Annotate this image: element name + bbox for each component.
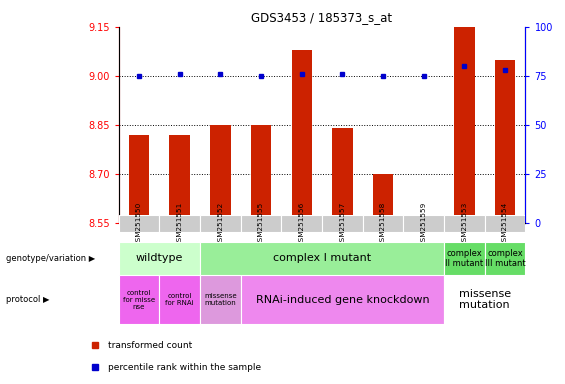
- Text: missense
mutation: missense mutation: [204, 293, 237, 306]
- Text: GSM251554: GSM251554: [502, 202, 508, 246]
- Text: GSM251556: GSM251556: [299, 202, 305, 246]
- Text: RNAi-induced gene knockdown: RNAi-induced gene knockdown: [255, 295, 429, 305]
- Text: GSM251555: GSM251555: [258, 202, 264, 246]
- Text: GSM251559: GSM251559: [421, 202, 427, 246]
- Bar: [119, 215, 159, 232]
- Bar: [373, 174, 393, 223]
- Bar: [170, 134, 190, 223]
- Bar: [444, 215, 485, 232]
- Text: GSM251553: GSM251553: [462, 202, 467, 246]
- Text: GSM251557: GSM251557: [340, 202, 345, 246]
- Bar: [281, 215, 322, 232]
- Bar: [119, 242, 200, 275]
- Bar: [292, 50, 312, 223]
- Bar: [159, 275, 200, 324]
- Bar: [119, 275, 159, 324]
- Text: protocol ▶: protocol ▶: [6, 295, 49, 304]
- Bar: [159, 215, 200, 232]
- Text: control
for RNAi: control for RNAi: [166, 293, 194, 306]
- Bar: [403, 215, 444, 232]
- Bar: [454, 27, 475, 223]
- Bar: [210, 125, 231, 223]
- Text: control
for misse
nse: control for misse nse: [123, 290, 155, 310]
- Bar: [444, 275, 525, 324]
- Text: GSM251552: GSM251552: [218, 202, 223, 246]
- Bar: [241, 215, 281, 232]
- Text: GSM251551: GSM251551: [177, 202, 182, 246]
- Bar: [363, 215, 403, 232]
- Bar: [495, 60, 515, 223]
- Text: GSM251558: GSM251558: [380, 202, 386, 246]
- Text: genotype/variation ▶: genotype/variation ▶: [6, 254, 95, 263]
- Bar: [200, 215, 241, 232]
- Bar: [485, 215, 525, 232]
- Text: wildtype: wildtype: [136, 253, 183, 263]
- Text: percentile rank within the sample: percentile rank within the sample: [108, 363, 261, 372]
- Bar: [485, 242, 525, 275]
- Text: complex
III mutant: complex III mutant: [485, 248, 525, 268]
- Text: transformed count: transformed count: [108, 341, 192, 350]
- Bar: [129, 134, 149, 223]
- Bar: [251, 125, 271, 223]
- Title: GDS3453 / 185373_s_at: GDS3453 / 185373_s_at: [251, 11, 393, 24]
- Bar: [200, 242, 444, 275]
- Bar: [200, 275, 241, 324]
- Bar: [241, 275, 444, 324]
- Text: complex I mutant: complex I mutant: [273, 253, 371, 263]
- Text: complex
II mutant: complex II mutant: [445, 248, 484, 268]
- Bar: [414, 216, 434, 223]
- Text: missense
mutation: missense mutation: [459, 289, 511, 310]
- Bar: [322, 215, 363, 232]
- Text: GSM251550: GSM251550: [136, 202, 142, 246]
- Bar: [444, 242, 485, 275]
- Bar: [332, 128, 353, 223]
